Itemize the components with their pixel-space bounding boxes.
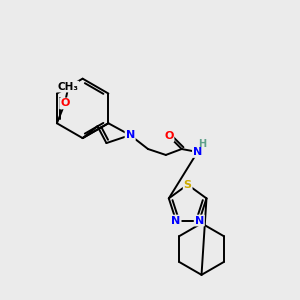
Text: N: N: [125, 130, 135, 140]
Text: H: H: [198, 139, 207, 149]
Text: N: N: [193, 147, 202, 157]
Text: S: S: [184, 180, 192, 190]
Text: O: O: [164, 131, 173, 141]
Text: O: O: [60, 98, 70, 108]
Text: CH₃: CH₃: [57, 82, 78, 92]
Text: N: N: [171, 215, 181, 226]
Text: N: N: [195, 215, 204, 226]
